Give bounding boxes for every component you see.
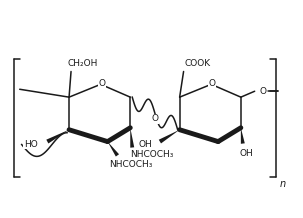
Text: O: O <box>98 79 105 88</box>
Text: NHCOCH₃: NHCOCH₃ <box>130 150 174 159</box>
Text: HO: HO <box>24 140 38 149</box>
Text: O: O <box>209 79 216 88</box>
Polygon shape <box>241 128 245 144</box>
Text: O: O <box>259 87 266 96</box>
Text: OH: OH <box>138 140 152 149</box>
Text: OH: OH <box>240 149 254 158</box>
Text: COOK: COOK <box>184 59 211 68</box>
Polygon shape <box>159 130 180 143</box>
Text: CH₂OH: CH₂OH <box>68 59 98 68</box>
Text: n: n <box>279 179 285 189</box>
Polygon shape <box>130 128 134 148</box>
Text: NHCOCH₃: NHCOCH₃ <box>110 160 153 169</box>
Polygon shape <box>108 141 119 157</box>
Polygon shape <box>46 130 69 143</box>
Text: O: O <box>152 114 158 123</box>
